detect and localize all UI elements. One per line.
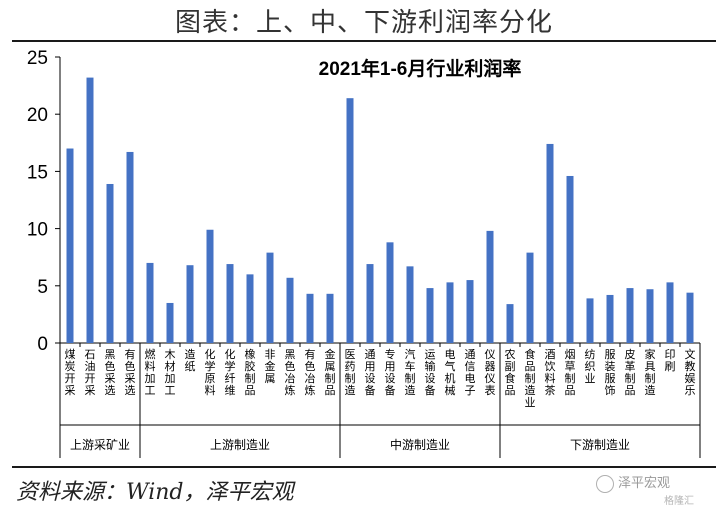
x-tick-label: 有色采选 (125, 347, 136, 397)
bar-7 (206, 229, 214, 343)
bottom-rule (12, 466, 716, 468)
x-tick-label: 通信电子 (465, 348, 476, 397)
x-tick-label: 通用设备 (365, 348, 376, 397)
x-tick-label: 医药制造 (345, 348, 356, 397)
y-tick-label: 25 (27, 48, 48, 69)
bar-25 (566, 175, 574, 343)
top-rule (12, 40, 716, 42)
watermark-text: 泽平宏观 (618, 476, 671, 491)
watermark-sub: 格隆汇 (664, 496, 694, 507)
y-tick-label: 10 (27, 220, 48, 241)
bar-5 (166, 302, 174, 343)
bar-4 (146, 262, 154, 343)
bar-23 (526, 252, 534, 343)
x-tick-label: 黑色采选 (105, 348, 116, 397)
bar-10 (266, 252, 274, 343)
bar-16 (386, 242, 394, 343)
bar-1 (86, 77, 94, 343)
x-tick-label: 酒饮料茶 (545, 348, 556, 397)
group-brackets: 上游采矿业 上游制造业 中游制造业 下游制造业 (59, 343, 701, 458)
x-tick-label: 食品制造业 (525, 347, 536, 409)
bar-15 (366, 264, 374, 343)
bar-12 (306, 293, 314, 343)
wechat-icon (596, 474, 614, 493)
x-tick-label: 燃料加工 (145, 347, 156, 397)
bar-13 (326, 293, 334, 343)
x-tick-label: 汽车制造 (405, 347, 416, 397)
x-tick-label: 烟草制品 (565, 347, 576, 397)
y-tick-label: 20 (27, 105, 48, 126)
bar-24 (546, 143, 554, 343)
x-tick-label: 非金属 (265, 348, 276, 385)
source-note: 资料来源：Wind，泽平宏观 (16, 480, 294, 505)
bar-0 (66, 148, 74, 343)
bar-2 (106, 183, 114, 343)
bar-21 (486, 230, 494, 343)
x-tick-label: 造纸 (185, 347, 196, 373)
x-tick-label: 煤炭开采 (65, 348, 76, 397)
y-tick-label: 5 (37, 277, 48, 298)
group-label: 上游采矿业 (70, 438, 130, 452)
x-tick-labels: 煤炭开采石油开采黑色采选有色采选燃料加工木材加工造纸化学原料化学纤维橡胶制品非金… (59, 343, 701, 409)
bar-18 (426, 288, 434, 343)
bar-27 (606, 294, 614, 343)
x-tick-label: 纺织业 (585, 347, 596, 385)
x-tick-label: 有色冶炼 (305, 347, 316, 397)
bars (66, 77, 694, 344)
x-tick-label: 石油开采 (85, 348, 96, 397)
bar-31 (686, 292, 694, 343)
x-tick-label: 化学纤维 (225, 347, 236, 397)
x-tick-label: 橡胶制品 (245, 348, 256, 397)
bar-30 (666, 282, 674, 343)
watermark: 泽平宏观 (596, 472, 670, 493)
bar-22 (506, 304, 514, 343)
x-tick-label: 电气机械 (445, 348, 456, 397)
y-tick-label: 15 (27, 162, 48, 183)
x-tick-label: 木材加工 (165, 348, 176, 397)
chart-title: 2021年1-6月行业利润率 (319, 57, 522, 80)
x-tick-label: 皮革制品 (625, 348, 636, 397)
bar-29 (646, 289, 654, 343)
y-tick-label: 0 (37, 334, 48, 355)
bar-6 (186, 265, 194, 343)
figure-title: 图表：上、中、下游利润率分化 (174, 8, 553, 38)
x-tick-label: 家具制造 (645, 347, 656, 397)
bar-11 (286, 277, 294, 343)
x-tick-label: 专用设备 (385, 347, 396, 397)
bar-26 (586, 298, 594, 343)
x-tick-label: 服装服饰 (605, 348, 616, 397)
bar-19 (446, 282, 454, 343)
x-tick-label: 仪器仪表 (485, 348, 496, 397)
group-label: 上游制造业 (210, 438, 270, 452)
bar-3 (126, 151, 134, 343)
x-tick-label: 文教娱乐 (685, 347, 696, 397)
group-label: 中游制造业 (390, 437, 450, 452)
bar-28 (626, 288, 634, 343)
x-tick-label: 运输设备 (425, 348, 436, 397)
x-tick-label: 印刷 (665, 348, 676, 373)
bar-8 (226, 264, 234, 343)
group-label: 下游制造业 (570, 438, 630, 452)
bar-9 (246, 274, 254, 343)
bar-20 (466, 280, 474, 343)
x-tick-label: 化学原料 (205, 347, 216, 397)
x-tick-label: 农副食品 (505, 347, 516, 397)
x-tick-label: 黑色冶炼 (285, 348, 296, 397)
bar-17 (406, 266, 414, 343)
x-tick-label: 金属制品 (325, 347, 336, 397)
bar-14 (346, 98, 354, 344)
